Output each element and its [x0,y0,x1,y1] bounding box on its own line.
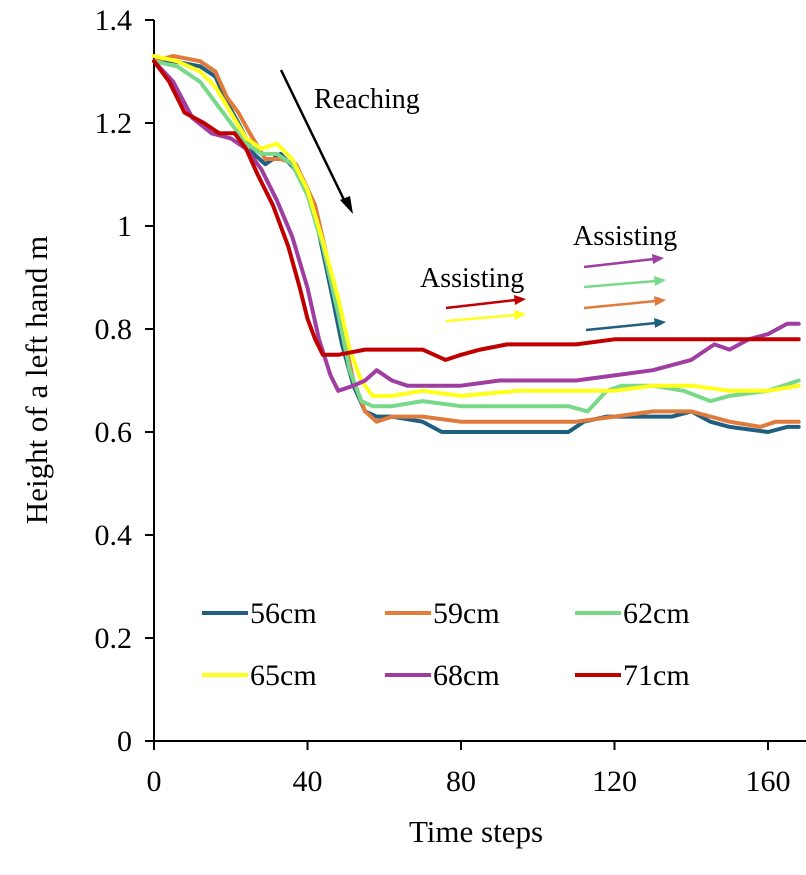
axes [153,20,806,742]
reaching-label: Reaching [314,84,420,115]
x-tick-label: 80 [446,765,476,798]
y-tick-label: 0.6 [95,416,133,449]
assisting-arrow-65 [445,313,517,323]
y-tick-label: 0 [117,725,132,758]
assisting-arrowhead-56 [654,318,666,328]
legend-label: 59cm [433,597,500,630]
assisting-arrowhead-59 [654,296,666,306]
series-line-56cm [152,59,801,434]
series-line-71cm [152,59,801,362]
x-tick-label: 120 [592,765,637,798]
y-tick-label: 0.8 [95,313,133,346]
x-ticks: 0 40 80 120 160 [147,741,791,798]
y-tick-label: 1.2 [95,107,133,140]
reaching-arrowhead [340,196,353,214]
assisting-label-1: Assisting [420,263,524,294]
assisting-arrowhead-65 [514,310,526,320]
assisting-arrowhead-68 [652,254,664,264]
y-tick-label: 1 [117,210,132,243]
assisting-arrowhead-71 [514,295,526,305]
legend-label: 65cm [250,659,317,692]
y-axis-title: Height of a left hand m [19,236,54,524]
legend-label: 71cm [623,659,690,692]
x-tick-label: 40 [293,765,323,798]
x-tick-label: 160 [746,765,791,798]
assisting-arrow-71 [445,298,517,310]
y-ticks: 0 0.2 0.4 0.6 0.8 1 1.2 1.4 [95,4,154,758]
series-line-65cm [152,54,801,398]
assisting-arrow-62 [583,279,657,289]
reaching-annotation: Reaching [279,69,420,214]
y-tick-label: 0.2 [95,622,133,655]
legend: 56cm 59cm 62cm 65cm 68cm 71cm [202,597,690,692]
series-group [152,54,801,434]
series-line-62cm [152,59,801,414]
reaching-arrow [279,69,349,207]
series-line-59cm [152,54,801,429]
assisting-arrow-59 [583,299,657,310]
assisting-annotation-2: Assisting [573,221,677,332]
assisting-label-2: Assisting [573,221,677,252]
assisting-arrow-56 [585,321,657,332]
legend-label: 56cm [250,597,317,630]
x-tick-label: 0 [147,765,162,798]
legend-label: 62cm [623,597,690,630]
assisting-arrowhead-62 [654,276,666,286]
assisting-annotation-1: Assisting [420,263,526,323]
y-tick-label: 0.4 [95,519,133,552]
y-tick-label: 1.4 [95,4,133,37]
assisting-arrow-68 [583,257,655,269]
series-line-68cm [152,59,801,393]
x-axis-title: Time steps [409,814,543,849]
legend-label: 68cm [433,659,500,692]
